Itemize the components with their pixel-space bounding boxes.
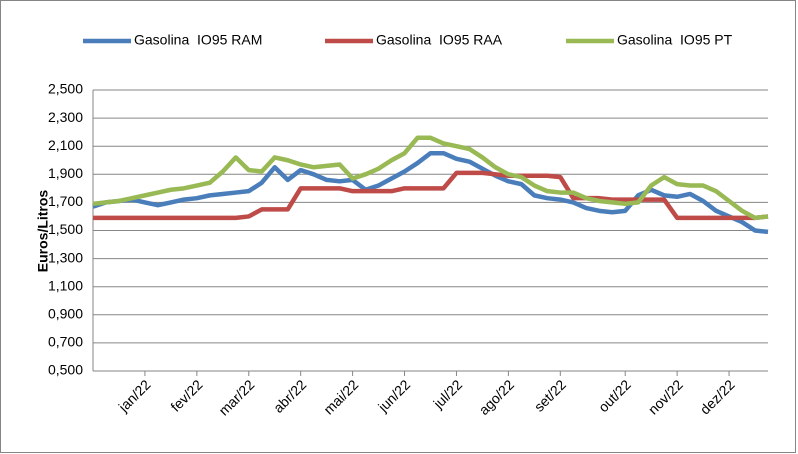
y-tick-label: 2,100 [48,137,83,153]
y-tick-label: 2,300 [48,109,83,125]
y-axis-label: Euros/Litros [35,190,51,273]
line-series [92,135,769,221]
y-tick-label: 1,700 [48,193,83,209]
legend-label: Gasolina IO95 RAA [376,32,503,48]
y-tick-label: 0,500 [48,362,83,378]
line-series [93,170,769,221]
legend-label: Gasolina IO95 PT [617,32,733,48]
y-tick-label: 1,900 [48,165,83,181]
y-tick-label: 0,700 [48,334,83,350]
y-tick-label: 0,900 [48,306,83,322]
y-tick-label: 1,300 [48,249,83,265]
y-tick-label: 1,100 [48,277,83,293]
y-tick-label: 1,500 [48,221,83,237]
legend-label: Gasolina IO95 RAM [134,32,262,48]
line-series [92,150,769,235]
y-tick-label: 2,500 [48,81,83,97]
